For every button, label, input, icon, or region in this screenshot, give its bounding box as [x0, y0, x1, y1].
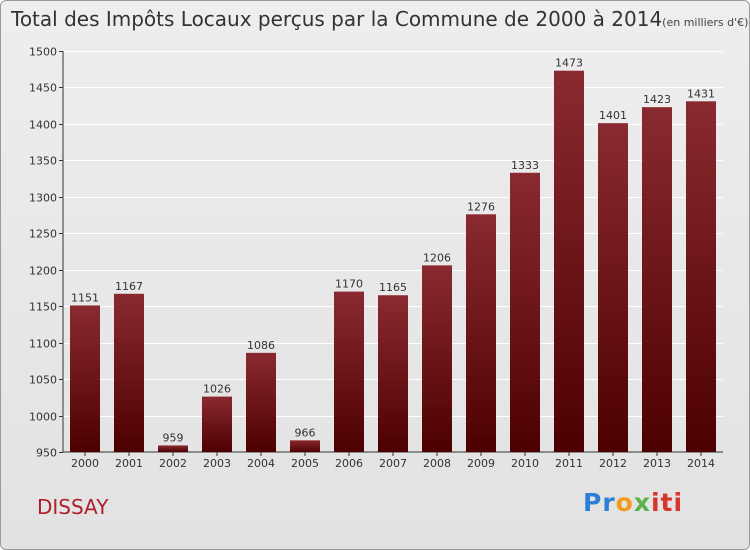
x-tick-label-2005: 2005 [291, 457, 319, 470]
y-tick-label: 1200 [29, 265, 57, 278]
value-label-2014: 1431 [687, 87, 715, 100]
x-tick-label-2001: 2001 [115, 457, 143, 470]
value-label-2000: 1151 [71, 291, 99, 304]
proxiti-logo: Proxiti [583, 488, 683, 517]
bar-2002 [158, 445, 188, 452]
chart-title: Total des Impôts Locaux perçus par la Co… [11, 7, 748, 31]
bar-2012 [598, 123, 628, 453]
y-tick-label: 1500 [29, 46, 57, 59]
x-tick-label-2007: 2007 [379, 457, 407, 470]
chart-unit-label: (en milliers d'€) [662, 16, 749, 29]
bar-2013 [642, 107, 672, 452]
x-tick-label-2013: 2013 [643, 457, 671, 470]
y-tick-label: 1150 [29, 301, 57, 314]
y-tick-label: 1450 [29, 82, 57, 95]
y-tick-label: 1100 [29, 338, 57, 351]
value-label-2013: 1423 [643, 93, 671, 106]
y-tick-label: 1250 [29, 228, 57, 241]
bar-2011 [554, 70, 584, 452]
logo-part-2: o [615, 488, 634, 517]
x-tick-label-2009: 2009 [467, 457, 495, 470]
bar-2006 [334, 291, 364, 452]
value-label-2007: 1165 [379, 281, 407, 294]
bar-2001 [114, 293, 144, 452]
bars: 1151 1167 959 1026 1086 966 1170 1165 1206 1276 13… [70, 57, 716, 453]
x-tick-label-2006: 2006 [335, 457, 363, 470]
y-tick-label: 1350 [29, 155, 57, 168]
x-tick-label-2012: 2012 [599, 457, 627, 470]
value-label-2010: 1333 [511, 159, 539, 172]
commune-name: DISSAY [37, 495, 109, 519]
bar-2014 [686, 101, 716, 452]
y-ticks: 950 1000 1050 1100 1150 1200 1250 1300 1350 1400 1… [29, 46, 63, 460]
value-label-2005: 966 [295, 426, 316, 439]
y-tick-label: 1050 [29, 374, 57, 387]
y-tick-label: 1300 [29, 192, 57, 205]
x-tick-label-2004: 2004 [247, 457, 275, 470]
value-label-2001: 1167 [115, 280, 143, 293]
chart-title-main: Total des Impôts Locaux perçus par la Co… [11, 7, 663, 31]
value-label-2009: 1276 [467, 200, 495, 213]
logo-part-3: x [633, 488, 651, 517]
x-tick-label-2002: 2002 [159, 457, 187, 470]
bar-2000 [70, 305, 100, 452]
x-tick-label-2000: 2000 [71, 457, 99, 470]
value-label-2004: 1086 [247, 339, 275, 352]
x-tick-label-2011: 2011 [555, 457, 583, 470]
logo-part-1: Pr [583, 488, 616, 517]
x-tick-label-2008: 2008 [423, 457, 451, 470]
y-tick-label: 1400 [29, 119, 57, 132]
bar-2007 [378, 295, 408, 452]
x-ticks: 2000 2001 2002 2003 2004 2005 2006 2007 2008 2009… [71, 452, 715, 470]
x-tick-label-2014: 2014 [687, 457, 715, 470]
y-tick-label: 950 [36, 447, 57, 460]
x-tick-label-2010: 2010 [511, 457, 539, 470]
bar-2010 [510, 172, 540, 452]
bar-2003 [202, 396, 232, 452]
y-tick-label: 1000 [29, 411, 57, 424]
value-label-2002: 959 [163, 431, 184, 444]
value-label-2012: 1401 [599, 109, 627, 122]
bar-2008 [422, 265, 452, 452]
value-label-2006: 1170 [335, 278, 363, 291]
logo-part-4: iti [650, 488, 684, 517]
value-label-2011: 1473 [555, 57, 583, 70]
bar-2009 [466, 214, 496, 452]
x-tick-label-2003: 2003 [203, 457, 231, 470]
value-label-2008: 1206 [423, 251, 451, 264]
bar-2005 [290, 440, 320, 452]
value-label-2003: 1026 [203, 383, 231, 396]
bar-2004 [246, 352, 276, 452]
